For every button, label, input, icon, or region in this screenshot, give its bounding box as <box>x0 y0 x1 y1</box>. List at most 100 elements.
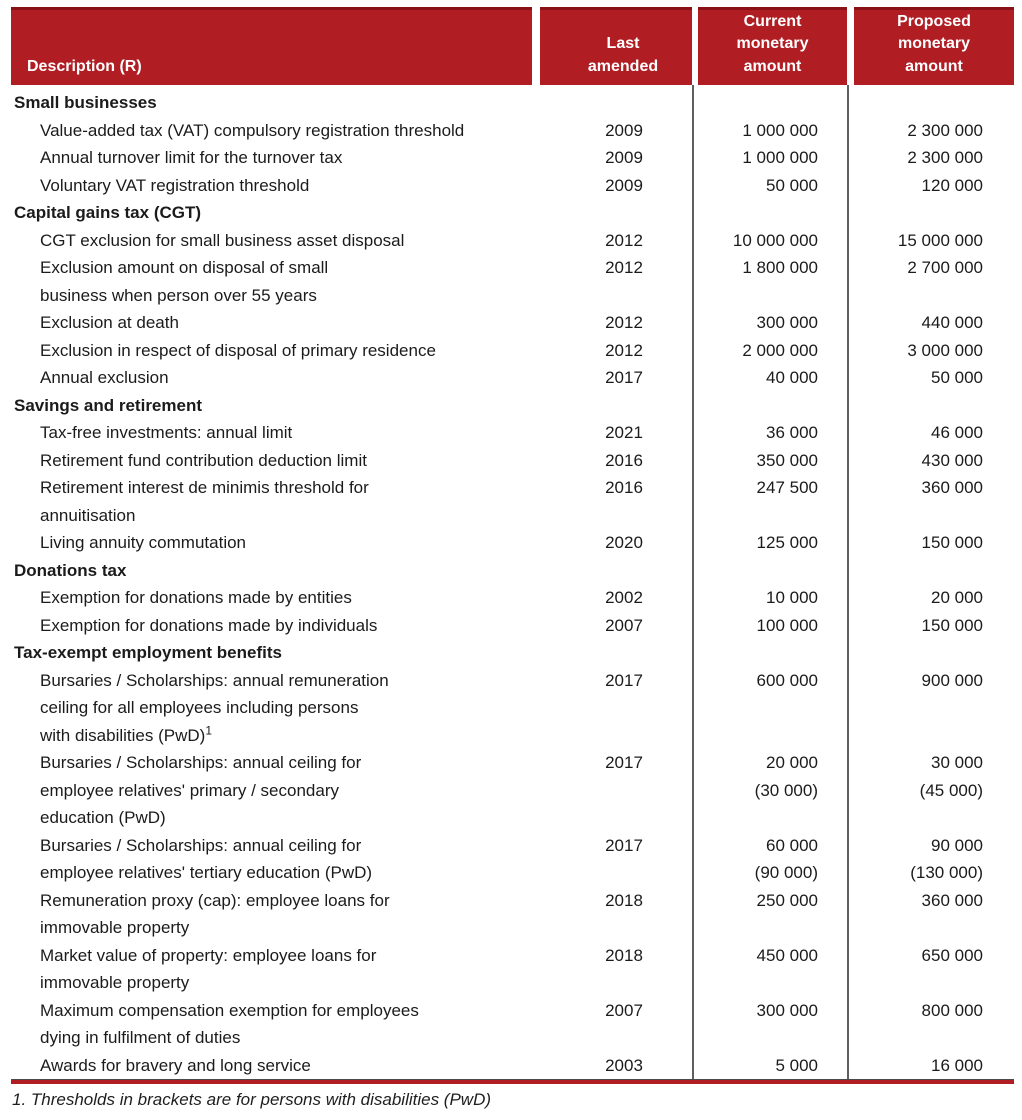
current-amount-value: 247 500 <box>692 474 848 529</box>
amount-line: 900 000 <box>921 670 983 690</box>
tax-thresholds-table: Description (R) Last amended Current mon… <box>11 7 1014 1110</box>
row-description-line: ceiling for all employees including pers… <box>40 698 359 717</box>
last-amended-value <box>540 639 692 667</box>
row-description-line: Small businesses <box>14 93 157 112</box>
last-amended-value: 2016 <box>605 478 643 497</box>
amount-line: 450 000 <box>756 945 818 965</box>
column-rule <box>692 85 694 1079</box>
header-gap <box>692 7 698 85</box>
row-description: Voluntary VAT registration threshold <box>11 172 540 200</box>
current-amount-value: 100 000 <box>692 612 848 640</box>
col-header-label: amount <box>905 57 963 75</box>
amount-line: 10 000 <box>766 588 818 607</box>
amount-line: 300 000 <box>756 1000 818 1020</box>
footnote: 1. Thresholds in brackets are for person… <box>12 1090 492 1109</box>
amount-line: 360 000 <box>921 478 983 497</box>
row-description-line: CGT exclusion for small business asset d… <box>40 230 405 250</box>
amount-line: 20 000 <box>766 753 818 772</box>
last-amended-value: 2017 <box>605 835 643 855</box>
row-description-line: Annual exclusion <box>40 368 169 387</box>
amount-line: (45 000) <box>919 780 983 800</box>
row-description: Market value of property: employee loans… <box>11 942 540 997</box>
amount-line: 15 000 000 <box>897 230 983 250</box>
amount-line: (130 000) <box>910 863 983 882</box>
table-row: Awards for bravery and long service 2003 5… <box>11 1052 1014 1080</box>
current-amount-value: 450 000 <box>692 942 848 997</box>
last-amended-value: 2009 <box>605 175 643 195</box>
amount-line: 150 000 <box>921 533 983 552</box>
row-description: Annual turnover limit for the turnover t… <box>11 144 540 172</box>
row-description: Tax-free investments: annual limit <box>11 419 540 447</box>
table-row: Voluntary VAT registration threshold 2009… <box>11 172 1014 200</box>
col-header-last-amended: Last amended <box>540 7 692 85</box>
column-rule <box>847 85 849 1079</box>
amount-line: 30 000 <box>931 753 983 772</box>
amount-line: 650 000 <box>921 945 983 965</box>
current-amount-value: 350 000 <box>692 447 848 475</box>
row-description-line: immovable property <box>40 918 190 937</box>
current-amount-value: 50 000 <box>692 172 848 200</box>
section-row: Tax-exempt employment benefits <box>11 639 1014 667</box>
amount-line: 3 000 000 <box>907 340 983 360</box>
row-description: Capital gains tax (CGT) <box>11 199 540 227</box>
row-description: Tax-exempt employment benefits <box>11 639 540 667</box>
last-amended-value <box>540 199 692 227</box>
row-description-line: Annual turnover limit for the turnover t… <box>40 148 343 167</box>
table-row: Exemption for donations made by entities… <box>11 584 1014 612</box>
section-row: Capital gains tax (CGT) <box>11 199 1014 227</box>
proposed-amount-value <box>848 392 1014 420</box>
amount-line: 247 500 <box>756 478 818 497</box>
current-amount-value: 1 000 000 <box>692 117 848 145</box>
row-description-line: Exemption for donations made by individu… <box>40 615 378 635</box>
row-description-line: education (PwD) <box>40 808 166 827</box>
proposed-amount-value: 2 300 000 <box>848 144 1014 172</box>
current-amount-value: 20 000 (30 000) <box>692 749 848 832</box>
footnote-marker: 1 <box>205 722 213 737</box>
table-row: Market value of property: employee loans… <box>11 942 1014 997</box>
col-header-label: monetary <box>897 35 971 52</box>
row-description-line: Tax-exempt employment benefits <box>14 643 282 662</box>
row-description-line: employee relatives' tertiary education (… <box>40 863 373 882</box>
current-amount-value <box>692 392 848 420</box>
col-header-label: monetary <box>736 35 809 52</box>
col-header-proposed-amount: Proposed monetary amount <box>854 7 1014 85</box>
proposed-amount-value: 360 000 <box>848 887 1014 942</box>
table-row: Exclusion at death 2012 300 000 440 000 <box>11 309 1014 337</box>
current-amount-value: 60 000 (90 000) <box>692 832 848 887</box>
last-amended-value: 2009 <box>605 120 643 140</box>
current-amount-value: 5 000 <box>692 1052 848 1080</box>
section-row: Savings and retirement <box>11 392 1014 420</box>
proposed-amount-value: 3 000 000 <box>848 337 1014 365</box>
last-amended-value <box>540 557 692 585</box>
current-amount-value: 300 000 <box>692 997 848 1052</box>
row-description-line: Retirement fund contribution deduction l… <box>40 450 367 470</box>
amount-line: 600 000 <box>756 670 818 690</box>
amount-line: 2 300 000 <box>907 120 983 140</box>
table-row: Exclusion amount on disposal of small bus… <box>11 254 1014 309</box>
row-description: Retirement interest de minimis threshold… <box>11 474 540 529</box>
amount-line: (30 000) <box>754 780 818 800</box>
current-amount-value: 125 000 <box>692 529 848 557</box>
table-body: Small businesses Value-added tax (VAT) co… <box>11 85 1014 1079</box>
amount-line: 46 000 <box>931 423 983 442</box>
last-amended-value: 2012 <box>605 313 643 332</box>
row-description: Exemption for donations made by individu… <box>11 612 540 640</box>
row-description-line: Retirement interest de minimis threshold… <box>40 478 369 497</box>
last-amended-value <box>540 89 692 117</box>
proposed-amount-value: 50 000 <box>848 364 1014 392</box>
row-description: Exemption for donations made by entities <box>11 584 540 612</box>
row-description: Bursaries / Scholarships: annual ceiling… <box>11 832 540 887</box>
amount-line: 1 800 000 <box>742 258 818 277</box>
amount-line: 90 000 <box>931 835 983 855</box>
proposed-amount-value: 360 000 <box>848 474 1014 529</box>
amount-line: 250 000 <box>756 890 818 910</box>
row-description-line: Exclusion in respect of disposal of prim… <box>40 340 436 360</box>
proposed-amount-value: 150 000 <box>848 612 1014 640</box>
amount-line: 40 000 <box>766 368 818 387</box>
proposed-amount-value <box>848 639 1014 667</box>
row-description-line: Bursaries / Scholarships: annual remuner… <box>40 670 389 690</box>
current-amount-value <box>692 199 848 227</box>
amount-line: 125 000 <box>756 533 818 552</box>
last-amended-value: 2003 <box>605 1055 643 1075</box>
section-row: Donations tax <box>11 557 1014 585</box>
